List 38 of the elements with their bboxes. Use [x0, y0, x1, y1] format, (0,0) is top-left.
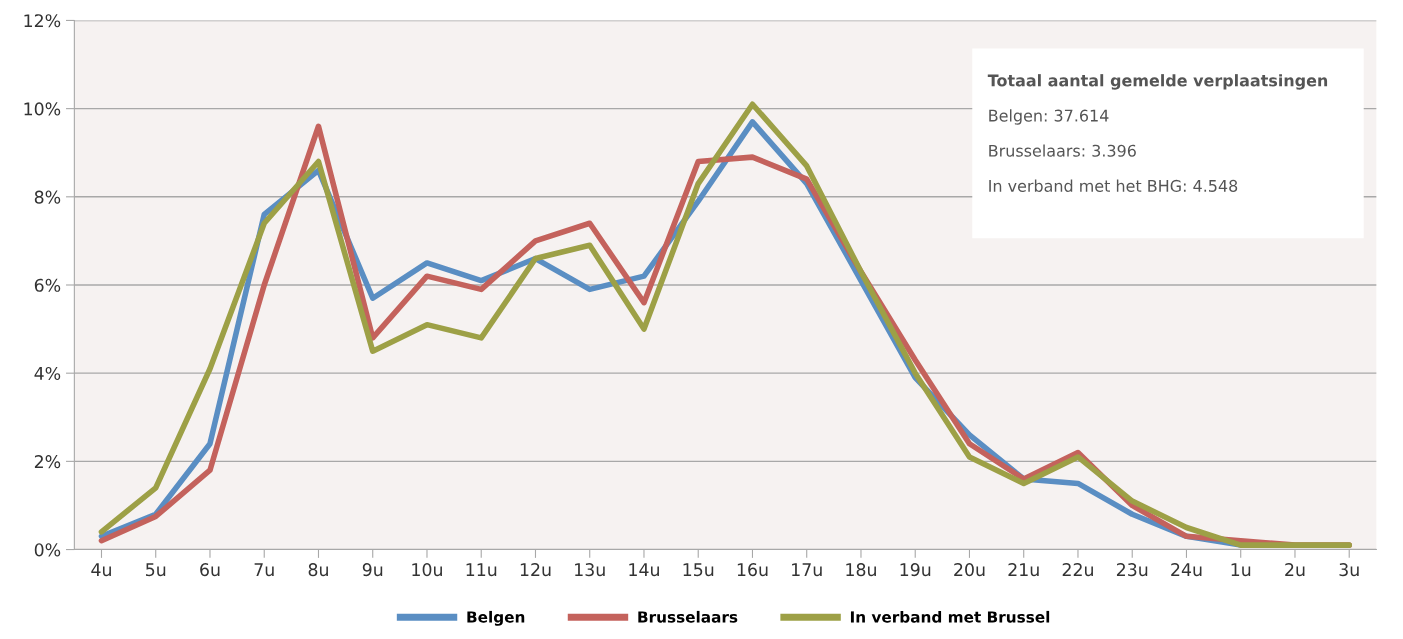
legend-label: Brusselaars	[638, 610, 738, 623]
annotation: Belgen: 37.614	[989, 109, 1109, 125]
x-tick-label: 6u	[200, 563, 220, 577]
x-tick-label: 18u	[846, 563, 876, 577]
x-tick-label: 5u	[146, 563, 166, 577]
y-tick-label: 10%	[24, 102, 61, 116]
x-tick-label: 4u	[91, 563, 111, 577]
x-tick-label: 15u	[683, 563, 714, 577]
x-tick-label: 20u	[954, 563, 985, 577]
legend-label: Belgen	[467, 610, 525, 626]
x-tick-label: 11u	[466, 563, 497, 577]
annotation: Brusselaars: 3.396	[989, 144, 1136, 157]
y-tick-label: 0%	[34, 543, 61, 557]
x-tick-label: 22u	[1062, 563, 1093, 577]
x-tick-label: 1u	[1231, 563, 1251, 577]
y-tick-label: 12%	[24, 14, 61, 28]
x-tick-label: 12u	[520, 563, 551, 577]
x-tick-label: 2u	[1285, 563, 1305, 577]
x-tick-label: 13u	[575, 563, 605, 577]
y-tick-label: 4%	[34, 366, 61, 381]
x-tick-label: 3u	[1339, 563, 1359, 577]
x-tick-label: 9u	[362, 563, 383, 577]
x-tick-label: 10u	[412, 563, 442, 577]
y-tick-label: 2%	[34, 455, 61, 469]
y-tick-label: 6%	[34, 278, 61, 292]
annotation: In verband met het BHG: 4.548	[989, 179, 1238, 192]
y-tick-label: 8%	[34, 190, 61, 204]
x-tick-label: 17u	[792, 563, 822, 577]
x-tick-label: 24u	[1171, 563, 1202, 577]
x-tick-label: 7u	[254, 563, 274, 577]
annotation: Totaal aantal gemelde verplaatsingen	[987, 74, 1328, 90]
x-tick-label: 8u	[308, 563, 328, 577]
legend-label: In verband met Brussel	[850, 610, 1050, 623]
x-tick-label: 16u	[737, 563, 768, 577]
x-tick-label: 21u	[1008, 563, 1039, 577]
x-tick-label: 19u	[900, 563, 931, 577]
x-tick-label: 23u	[1116, 563, 1148, 577]
x-tick-label: 14u	[629, 563, 659, 577]
